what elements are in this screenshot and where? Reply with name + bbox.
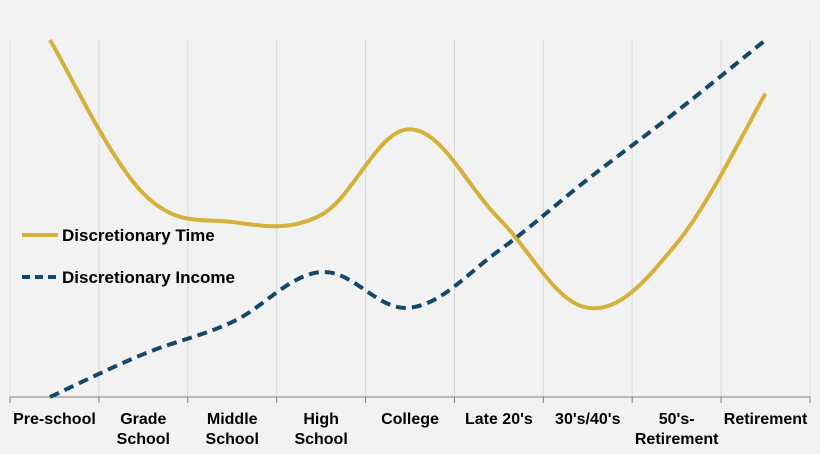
series-line-discretionary-time [48,38,768,311]
series-line-discretionary-income [49,38,767,399]
x-tick-label: Pre-school [13,411,96,428]
x-tick-label: Retirement [724,411,808,428]
series-lines [48,38,768,399]
x-tick-label: Middle School [206,411,259,448]
x-tick-label: Grade School [117,411,170,448]
x-axis-tick-labels: Pre-school Grade School Middle School High Sch… [13,411,808,448]
x-tick-label: 30's/40's [555,411,621,428]
legend-label-discretionary-income: Discretionary Income [62,268,235,287]
legend: Discretionary Time Discretionary Income [22,226,235,287]
x-tick-label: Late 20's [465,411,533,428]
vertical-gridlines [9,40,811,397]
legend-label-discretionary-time: Discretionary Time [62,226,215,245]
x-tick-label: 50's-Retirement [635,411,719,448]
x-tick-label: High School [294,411,347,448]
x-tick-label: College [381,411,439,428]
x-axis-ticks [9,397,811,403]
